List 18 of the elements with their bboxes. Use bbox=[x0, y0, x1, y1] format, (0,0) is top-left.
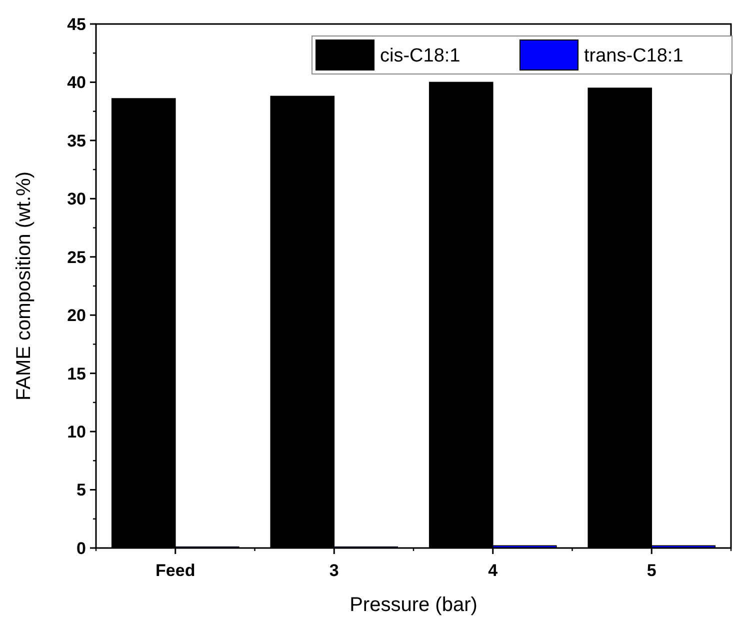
y-tick-label: 10 bbox=[67, 422, 86, 442]
x-tick-label: Feed bbox=[156, 561, 196, 580]
y-tick-label: 40 bbox=[67, 73, 86, 92]
y-tick-label: 0 bbox=[76, 538, 86, 558]
y-tick-label: 35 bbox=[67, 131, 86, 150]
x-tick-label: 5 bbox=[646, 561, 656, 580]
legend-label: trans-C18:1 bbox=[584, 46, 684, 67]
y-tick-label: 20 bbox=[67, 306, 86, 326]
y-axis-title: FAME composition (wt.%) bbox=[13, 172, 35, 400]
y-tick-label: 45 bbox=[67, 14, 86, 34]
x-tick-label: 4 bbox=[488, 561, 498, 580]
y-tick-label: 25 bbox=[67, 248, 86, 267]
x-tick-label: 3 bbox=[329, 561, 339, 580]
y-tick-label: 30 bbox=[67, 190, 86, 209]
legend-label: cis-C18:1 bbox=[380, 46, 460, 67]
x-axis-title: Pressure (bar) bbox=[350, 594, 478, 616]
y-tick-label: 5 bbox=[76, 480, 86, 500]
y-tick-label: 15 bbox=[67, 364, 86, 384]
